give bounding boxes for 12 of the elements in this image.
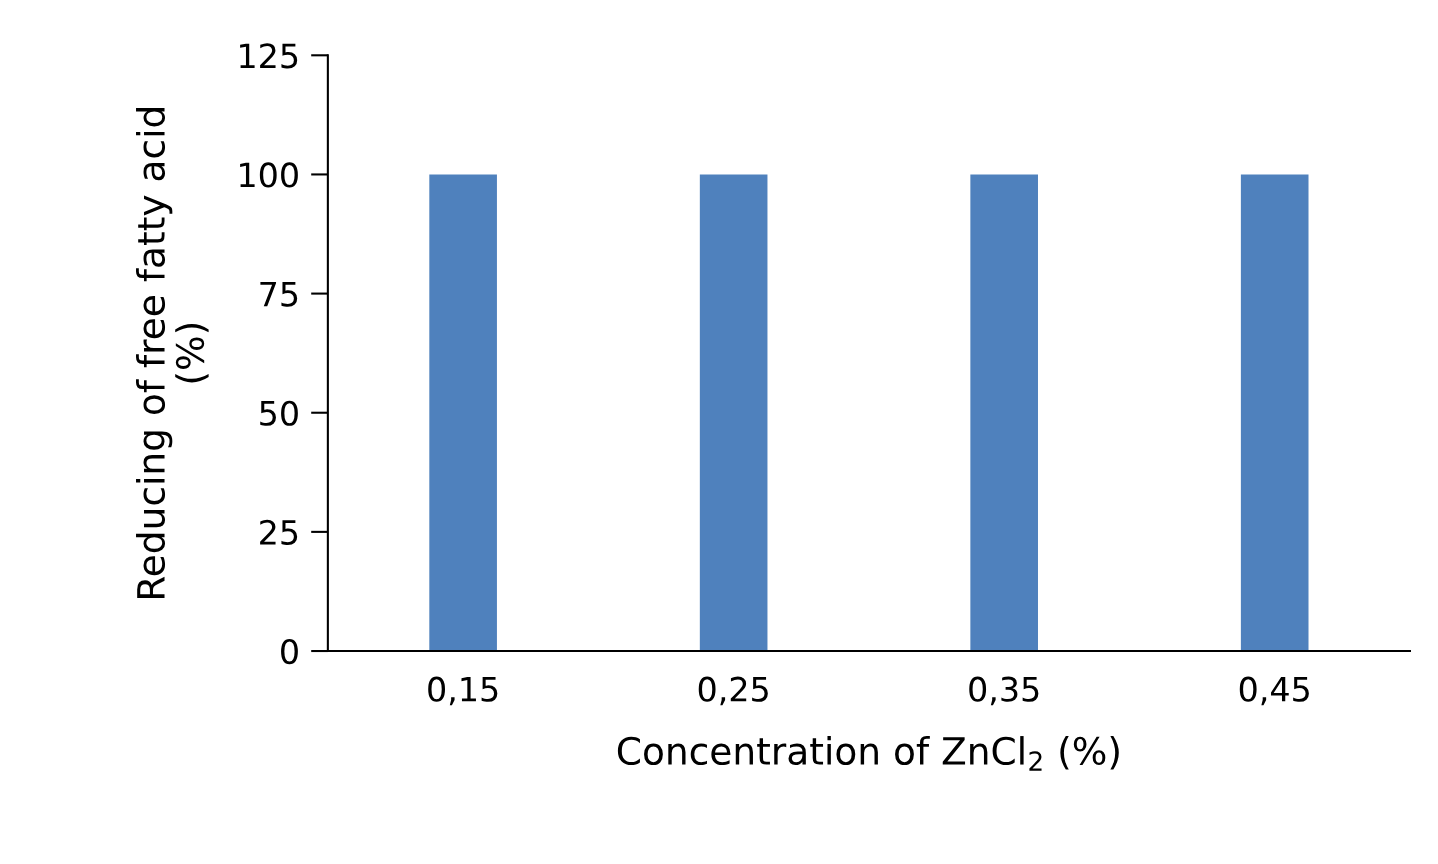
y-tick-label: 50	[260, 400, 298, 426]
y-tick-label: 125	[240, 43, 298, 69]
y-tick-label: 0	[281, 638, 298, 665]
x-tick-label: 0,35	[969, 676, 1039, 706]
y-tick-label: 75	[260, 281, 298, 307]
x-tick-label: 0,25	[698, 676, 768, 706]
y-tick-label: 25	[260, 519, 298, 546]
x-tick-label: 0,15	[428, 676, 498, 706]
y-tick-label: 100	[240, 162, 298, 188]
x-axis-title: Concentration of ZnCl$_{2}$ (%)	[617, 736, 1119, 771]
x-tick-label: 0,45	[1239, 676, 1309, 706]
y-axis-title: Reducing of free fatty acid (%)	[136, 108, 209, 598]
